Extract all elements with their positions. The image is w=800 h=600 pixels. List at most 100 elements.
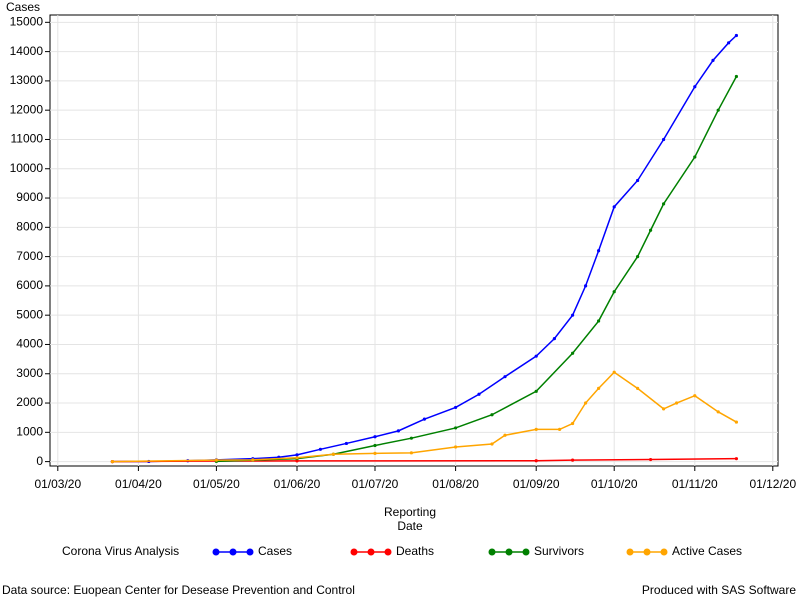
- data-point: [734, 420, 739, 424]
- y-tick-label: 1000: [16, 424, 43, 438]
- legend-label: Active Cases: [672, 544, 742, 558]
- credit-note: Produced with SAS Software: [642, 583, 796, 597]
- data-point: [552, 337, 557, 341]
- data-point: [503, 375, 507, 379]
- y-tick-label: 9000: [16, 190, 43, 204]
- data-point: [597, 249, 601, 253]
- y-tick-label: 15000: [10, 14, 44, 28]
- legend-title: Corona Virus Analysis: [62, 544, 179, 558]
- data-point: [558, 427, 562, 431]
- data-point: [662, 407, 666, 411]
- data-point: [409, 451, 413, 455]
- data-point: [490, 413, 494, 417]
- data-point: [584, 284, 588, 288]
- data-point: [571, 313, 575, 317]
- data-point: [584, 401, 588, 405]
- data-point: [662, 137, 666, 142]
- series-line: [216, 76, 738, 463]
- y-tick-label: 5000: [16, 307, 43, 321]
- data-point: [636, 255, 640, 259]
- x-tick-label: 01/04/20: [115, 477, 162, 491]
- x-tick-label: 01/09/20: [513, 477, 560, 491]
- data-point: [662, 202, 666, 206]
- plot-frame: [49, 14, 779, 467]
- legend-swatch-dot: [350, 548, 358, 556]
- x-tick-label: 01/12/20: [749, 477, 796, 491]
- legend-swatch-dot: [246, 548, 254, 556]
- data-point: [597, 386, 601, 390]
- data-point: [734, 33, 739, 38]
- x-tick-label: 01/11/20: [672, 477, 718, 491]
- data-point: [295, 459, 299, 463]
- data-point: [534, 389, 538, 393]
- data-point: [734, 74, 739, 79]
- data-point: [693, 85, 697, 89]
- x-tick-label: 01/10/20: [591, 477, 638, 491]
- data-point: [675, 401, 679, 405]
- data-point: [454, 426, 458, 430]
- data-point: [454, 405, 458, 410]
- legend-swatch-dot: [229, 548, 237, 556]
- y-tick-label: 3000: [16, 366, 43, 380]
- data-point: [295, 456, 299, 460]
- data-point: [422, 417, 426, 421]
- data-point: [636, 386, 640, 390]
- x-tick-label: 01/07/20: [352, 477, 399, 491]
- data-point: [318, 447, 322, 451]
- data-point: [396, 429, 400, 433]
- y-tick-label: 12000: [10, 102, 44, 116]
- legend-swatch-dot: [643, 548, 651, 556]
- legend-label: Deaths: [396, 544, 434, 558]
- data-point: [571, 458, 575, 462]
- data-point: [693, 394, 697, 398]
- data-point: [110, 460, 114, 464]
- legend-swatch-dot: [212, 548, 220, 556]
- data-point: [711, 58, 715, 62]
- data-point: [331, 452, 335, 456]
- y-tick-label: 6000: [16, 278, 43, 292]
- data-point: [373, 435, 377, 439]
- data-point: [214, 458, 218, 462]
- data-point: [597, 319, 601, 323]
- data-point: [612, 205, 616, 209]
- data-point: [534, 459, 538, 463]
- data-point: [693, 155, 697, 159]
- legend-swatch-dot: [626, 548, 634, 556]
- data-point: [373, 443, 377, 448]
- data-point: [409, 436, 413, 440]
- y-tick-label: 14000: [10, 44, 44, 58]
- x-tick-label: 01/03/20: [34, 477, 81, 491]
- y-tick-label: 10000: [10, 161, 44, 175]
- y-tick-label: 11000: [11, 132, 44, 146]
- data-point: [734, 457, 739, 461]
- data-point: [716, 410, 720, 414]
- data-point: [571, 421, 575, 426]
- data-point: [716, 108, 720, 112]
- data-point: [636, 178, 640, 183]
- data-point: [490, 442, 494, 446]
- data-point: [727, 41, 731, 45]
- x-tick-label: 01/06/20: [274, 477, 321, 491]
- legend-swatch-dot: [384, 548, 392, 556]
- x-tick-label: 01/05/20: [193, 477, 240, 491]
- data-point: [251, 458, 255, 462]
- data-point: [295, 453, 299, 457]
- data-point: [612, 290, 616, 294]
- legend-swatch-dot: [522, 548, 530, 556]
- data-point: [344, 441, 348, 446]
- y-tick-label: 7000: [16, 249, 43, 263]
- y-tick-label: 8000: [16, 219, 43, 233]
- y-tick-label: 4000: [16, 337, 43, 351]
- y-tick-label: 0: [36, 454, 43, 468]
- y-tick-label: 2000: [16, 395, 43, 409]
- legend-label: Survivors: [534, 544, 584, 558]
- data-point: [477, 392, 481, 396]
- source-note: Data source: Euopean Center for Desease …: [2, 583, 355, 597]
- data-point: [454, 445, 458, 449]
- y-tick-label: 13000: [10, 73, 44, 87]
- data-point: [534, 354, 538, 358]
- data-point: [612, 370, 616, 374]
- legend-swatch-dot: [488, 548, 496, 556]
